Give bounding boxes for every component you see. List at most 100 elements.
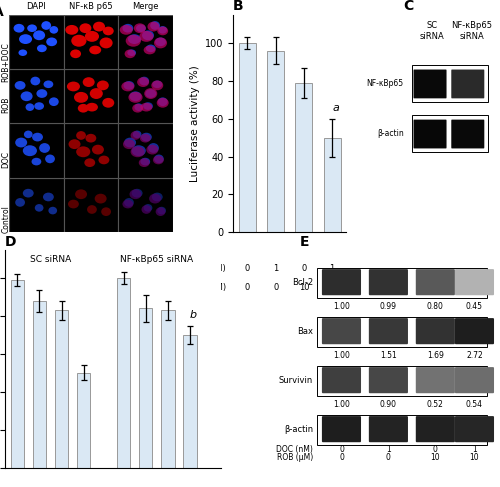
FancyBboxPatch shape xyxy=(452,120,484,149)
Ellipse shape xyxy=(148,22,160,32)
Ellipse shape xyxy=(130,131,140,140)
Ellipse shape xyxy=(50,26,58,34)
Ellipse shape xyxy=(75,189,87,199)
Ellipse shape xyxy=(26,103,34,111)
Ellipse shape xyxy=(128,92,142,103)
Ellipse shape xyxy=(86,103,98,112)
Ellipse shape xyxy=(68,139,80,149)
Ellipse shape xyxy=(155,37,166,46)
Ellipse shape xyxy=(98,156,110,164)
Ellipse shape xyxy=(35,204,43,212)
Ellipse shape xyxy=(15,198,25,207)
Bar xyxy=(64,124,118,178)
Ellipse shape xyxy=(102,98,115,108)
Bar xyxy=(64,15,118,69)
Ellipse shape xyxy=(144,46,156,55)
Text: ROB: ROB xyxy=(2,96,11,112)
Text: 0.54: 0.54 xyxy=(466,400,483,409)
Text: DOC: DOC xyxy=(2,150,11,168)
Bar xyxy=(10,280,24,468)
Ellipse shape xyxy=(19,34,32,44)
Text: 0: 0 xyxy=(245,283,250,292)
Ellipse shape xyxy=(15,138,27,148)
Text: 0.99: 0.99 xyxy=(380,302,397,311)
Ellipse shape xyxy=(140,31,153,42)
Bar xyxy=(77,373,90,468)
Ellipse shape xyxy=(93,22,105,32)
Text: NF-κBp65: NF-κBp65 xyxy=(366,79,404,88)
FancyBboxPatch shape xyxy=(455,269,494,295)
Ellipse shape xyxy=(150,21,160,30)
Text: 0: 0 xyxy=(273,283,278,292)
Bar xyxy=(118,15,172,69)
Ellipse shape xyxy=(101,207,111,216)
Text: β-actin: β-actin xyxy=(377,129,404,138)
Text: 10: 10 xyxy=(327,283,338,292)
Bar xyxy=(32,301,46,468)
FancyBboxPatch shape xyxy=(322,416,361,442)
Bar xyxy=(139,308,152,468)
Ellipse shape xyxy=(130,189,141,199)
FancyBboxPatch shape xyxy=(416,367,455,393)
Ellipse shape xyxy=(148,143,159,153)
Ellipse shape xyxy=(85,31,99,42)
Ellipse shape xyxy=(154,154,164,163)
Text: ROB (μM): ROB (μM) xyxy=(186,283,226,292)
Bar xyxy=(118,69,172,124)
Ellipse shape xyxy=(76,131,86,140)
Text: 0: 0 xyxy=(433,445,438,453)
Ellipse shape xyxy=(23,145,37,156)
Text: a: a xyxy=(333,103,340,113)
Ellipse shape xyxy=(87,205,97,214)
Ellipse shape xyxy=(20,92,32,101)
Ellipse shape xyxy=(140,76,149,85)
Ellipse shape xyxy=(124,81,134,90)
Text: β-actin: β-actin xyxy=(284,426,313,434)
FancyBboxPatch shape xyxy=(322,367,361,393)
FancyBboxPatch shape xyxy=(369,269,408,295)
Ellipse shape xyxy=(37,44,47,52)
Ellipse shape xyxy=(14,24,24,33)
Ellipse shape xyxy=(124,50,136,58)
Text: 1.00: 1.00 xyxy=(333,400,350,409)
Text: SC
siRNA: SC siRNA xyxy=(420,21,444,40)
Ellipse shape xyxy=(34,102,44,110)
Ellipse shape xyxy=(126,35,141,47)
Text: 0: 0 xyxy=(339,445,344,453)
Ellipse shape xyxy=(82,77,94,87)
Ellipse shape xyxy=(94,194,106,204)
Ellipse shape xyxy=(14,81,26,90)
Ellipse shape xyxy=(158,27,168,35)
Text: 1: 1 xyxy=(386,445,391,453)
Text: 0.52: 0.52 xyxy=(427,400,444,409)
Text: Merge: Merge xyxy=(132,2,158,11)
Ellipse shape xyxy=(122,200,134,208)
Ellipse shape xyxy=(136,24,146,32)
Ellipse shape xyxy=(144,88,158,99)
Ellipse shape xyxy=(132,145,146,156)
Text: DAPI: DAPI xyxy=(26,2,46,11)
Ellipse shape xyxy=(33,30,45,40)
Bar xyxy=(239,43,256,232)
Text: 0: 0 xyxy=(245,264,250,273)
Text: Survivin: Survivin xyxy=(279,376,313,386)
Ellipse shape xyxy=(90,88,103,99)
FancyBboxPatch shape xyxy=(452,70,484,98)
Text: 1: 1 xyxy=(273,264,278,273)
Ellipse shape xyxy=(154,37,167,48)
Text: Bcl-2: Bcl-2 xyxy=(292,279,313,287)
Ellipse shape xyxy=(153,156,164,164)
FancyBboxPatch shape xyxy=(412,115,488,152)
Ellipse shape xyxy=(142,205,152,214)
Ellipse shape xyxy=(48,207,57,214)
Text: A: A xyxy=(0,5,4,19)
Ellipse shape xyxy=(122,24,134,33)
FancyBboxPatch shape xyxy=(369,318,408,344)
Ellipse shape xyxy=(156,207,166,216)
Text: B: B xyxy=(233,0,244,14)
Text: 1.00: 1.00 xyxy=(333,351,350,360)
Ellipse shape xyxy=(120,25,133,35)
Ellipse shape xyxy=(76,147,90,157)
Ellipse shape xyxy=(130,92,141,101)
Text: ROB (μM): ROB (μM) xyxy=(277,452,313,462)
